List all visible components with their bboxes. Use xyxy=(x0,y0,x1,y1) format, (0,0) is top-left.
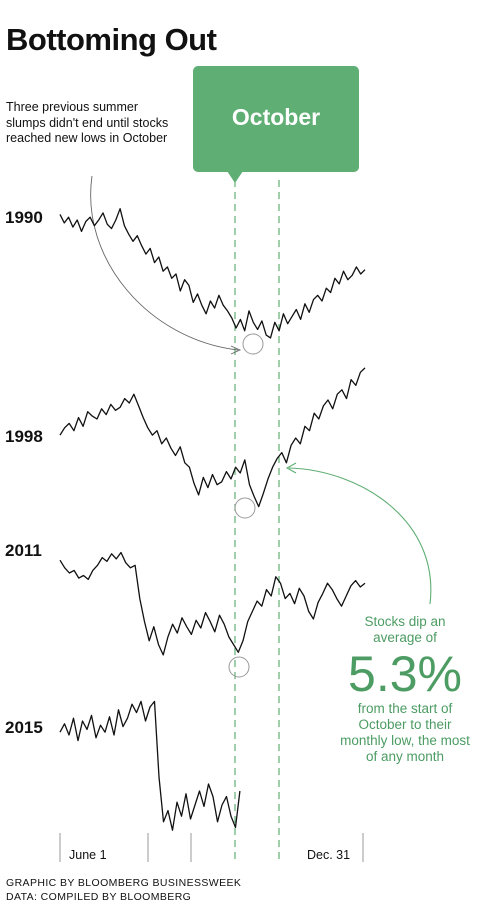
x-tick-dec: Dec. 31 xyxy=(307,848,351,862)
low-circle-2011 xyxy=(228,656,250,678)
credit-data: DATA: COMPILED BY BLOOMBERG xyxy=(6,891,192,903)
series-line-2015 xyxy=(59,700,241,831)
stat-line-2: average of xyxy=(373,630,437,645)
x-tick-june: June 1 xyxy=(69,848,107,862)
october-badge: October xyxy=(193,66,359,172)
series-line-2011 xyxy=(59,551,366,656)
low-circle-1990 xyxy=(242,333,264,355)
series-label-2011: 2011 xyxy=(5,541,42,560)
stat-arrowhead xyxy=(285,462,297,474)
stat-line-5: monthly low, the most xyxy=(340,733,470,748)
october-badge-label: October xyxy=(231,104,321,130)
series-label-1990: 1990 xyxy=(5,208,43,227)
note-arrowhead xyxy=(230,345,242,355)
october-badge-pointer xyxy=(227,171,243,183)
page-title: Bottoming Out xyxy=(6,22,217,57)
stat-line-3: from the start of xyxy=(357,701,453,716)
series-line-1998 xyxy=(59,367,366,508)
series-label-1998: 1998 xyxy=(5,427,43,446)
stat-annotation: Stocks dip an average of 5.3% from the s… xyxy=(330,614,480,765)
stat-arrow xyxy=(288,467,432,605)
series-layer: 1990 1998 2011 2015 xyxy=(5,208,366,831)
stat-line-6: of any month xyxy=(365,749,445,764)
low-circle-1998 xyxy=(234,497,256,519)
stat-line-4: October to their xyxy=(358,717,452,732)
series-label-2015: 2015 xyxy=(5,718,43,737)
stat-value: 5.3% xyxy=(348,646,462,702)
stat-line-1: Stocks dip an xyxy=(364,614,446,629)
series-line-1990 xyxy=(59,208,366,339)
note-arrow xyxy=(90,175,239,351)
callout-note: Three previous summer slumps didn't end … xyxy=(6,100,169,145)
credit-graphic: GRAPHIC BY BLOOMBERG BUSINESSWEEK xyxy=(6,877,242,889)
